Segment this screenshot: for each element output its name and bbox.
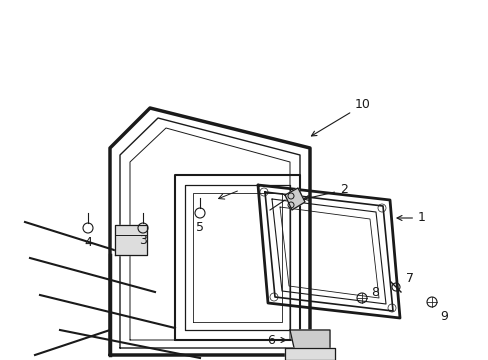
Text: 1: 1 [396, 211, 425, 225]
Polygon shape [285, 188, 305, 210]
Polygon shape [289, 330, 329, 358]
Text: 5: 5 [196, 221, 203, 234]
Text: 2: 2 [304, 184, 347, 201]
Text: 8: 8 [370, 285, 378, 298]
Text: 3: 3 [139, 234, 146, 247]
Text: 10: 10 [311, 99, 370, 136]
Text: 7: 7 [405, 271, 413, 284]
Text: 6: 6 [266, 333, 285, 346]
Text: 4: 4 [84, 235, 92, 248]
Text: 9: 9 [439, 310, 447, 323]
Polygon shape [285, 348, 334, 360]
Polygon shape [115, 225, 147, 255]
